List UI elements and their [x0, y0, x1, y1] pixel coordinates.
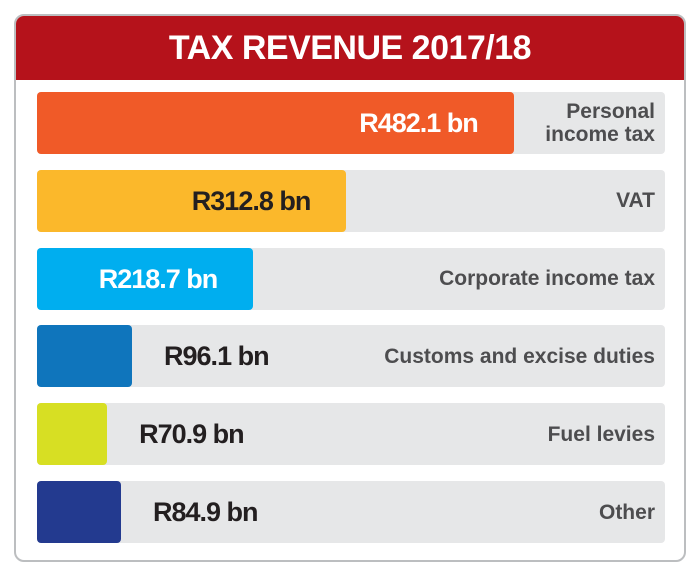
category-label: Customs and excise duties: [384, 344, 655, 368]
category-label: Corporate income tax: [439, 267, 655, 291]
bar-track: R96.1 bn Customs and excise duties: [37, 325, 665, 388]
value-label: R482.1 bn: [359, 108, 479, 138]
category-label: Fuel levies: [547, 422, 655, 446]
category-label: Other: [598, 500, 655, 524]
bar: [37, 403, 108, 466]
bar-track: R84.9 bn Other: [37, 481, 665, 543]
bar-track: R482.1 bn Personal income tax: [37, 92, 665, 154]
category-label: VAT: [616, 189, 655, 213]
chart-title: TAX REVENUE 2017/18: [16, 16, 684, 80]
bar: [37, 325, 133, 388]
bar: [37, 481, 121, 543]
bar-track: R312.8 bn VAT: [37, 169, 665, 232]
frame: TAX REVENUE 2017/18: [14, 14, 686, 562]
value-label: R96.1 bn: [164, 341, 270, 372]
value-label: R218.7 bn: [98, 263, 219, 294]
category-label: Personal income tax: [545, 100, 655, 146]
value-label: R70.9 bn: [139, 419, 245, 450]
bar: [37, 92, 514, 154]
bar-track: R218.7 bn Corporate income tax: [37, 247, 665, 310]
bar: [37, 247, 254, 310]
value-label: R312.8 bn: [191, 185, 312, 216]
bar-track: R70.9 bn Fuel levies: [37, 403, 665, 466]
value-label: R84.9 bn: [152, 497, 259, 527]
bar: [37, 169, 347, 232]
